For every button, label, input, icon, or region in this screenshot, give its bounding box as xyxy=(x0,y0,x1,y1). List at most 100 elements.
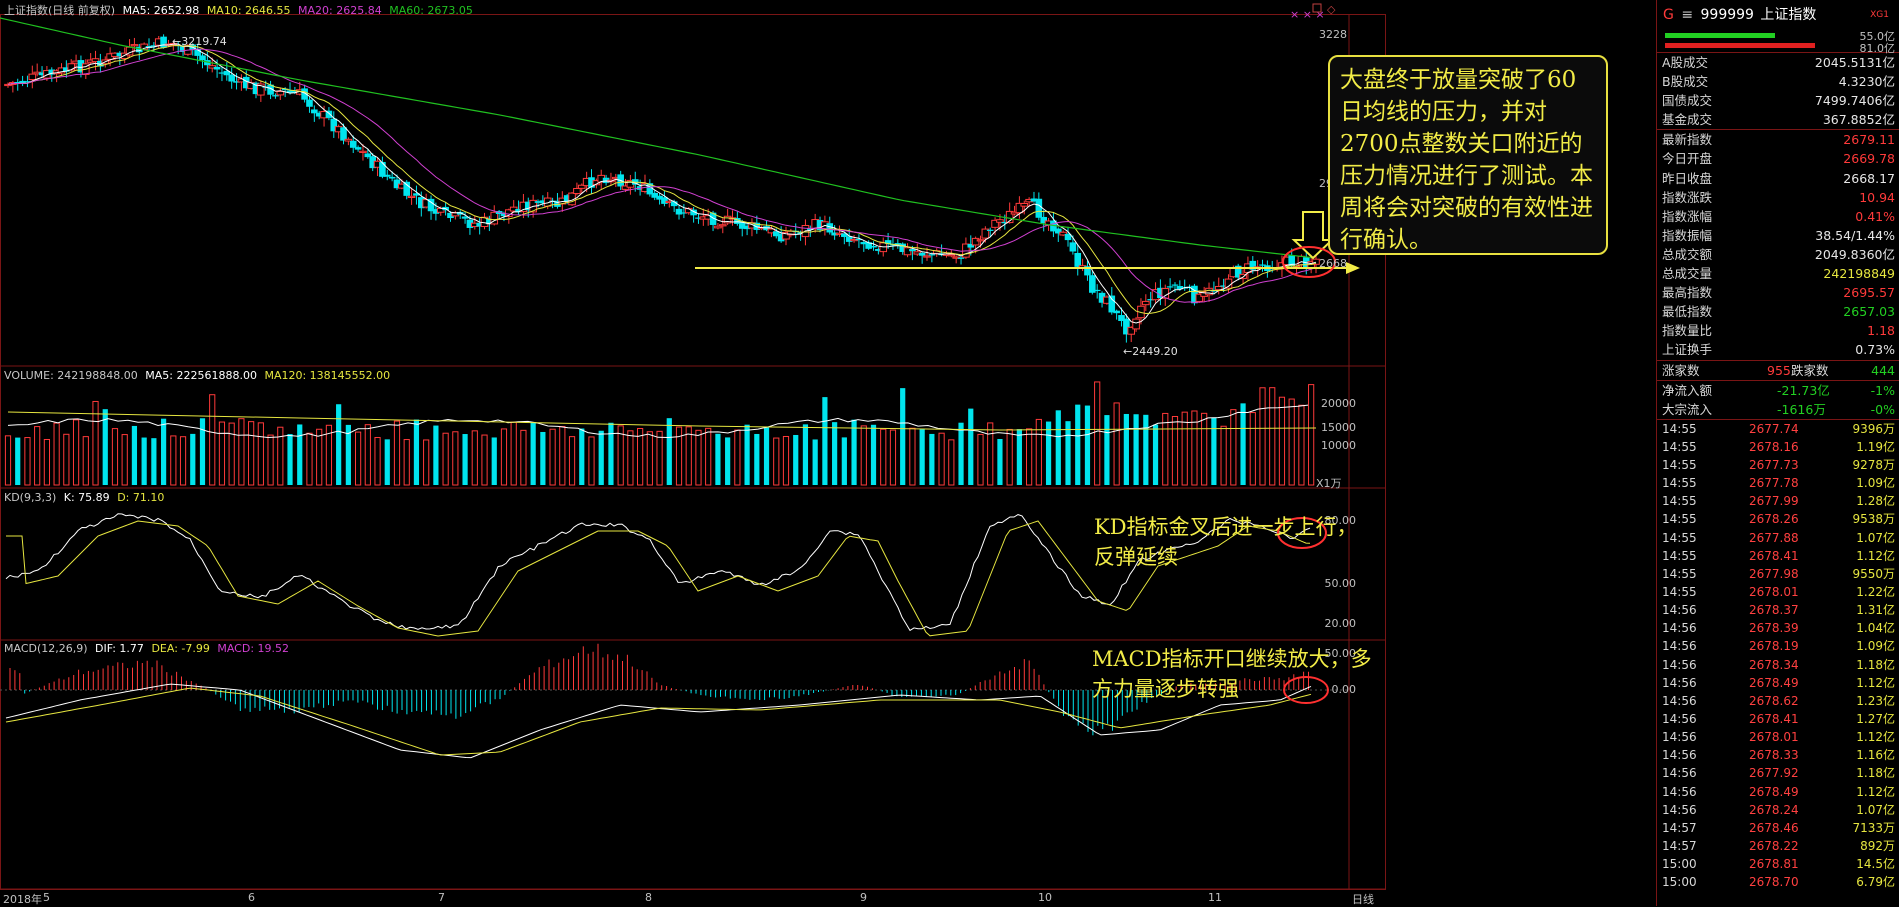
chart-area[interactable]: × × × ◇ 上证指数(日线 前复权) MA5: 2652.98 MA10: 2… xyxy=(0,0,1652,906)
volume-bar xyxy=(151,438,157,485)
tick-list[interactable]: 14:55 2677.74 9396万 14:55 2678.16 1.19亿 14:55 2… xyxy=(1657,420,1899,892)
volume-bar xyxy=(540,431,546,485)
volume-bar xyxy=(900,388,906,485)
volume-bar xyxy=(287,434,293,485)
macd-tick-0: 0.00 xyxy=(1331,683,1357,696)
tick-time: 14:56 xyxy=(1662,730,1697,745)
volume-bar xyxy=(1220,425,1227,486)
volume-bar xyxy=(977,433,984,486)
volume-bar xyxy=(462,434,468,485)
candle-body xyxy=(860,242,868,245)
candle-body xyxy=(661,197,668,204)
tick-row: 14:56 2678.34 1.18亿 xyxy=(1657,656,1899,674)
kline-chart[interactable]: × × × ◇ xyxy=(0,0,1652,906)
tick-row: 14:56 2678.33 1.16亿 xyxy=(1657,746,1899,764)
tick-row: 14:56 2678.49 1.12亿 xyxy=(1657,783,1899,801)
down-count: 444 xyxy=(1871,362,1895,378)
candle-body xyxy=(379,161,386,177)
candle-body xyxy=(1312,258,1320,265)
candle-body xyxy=(267,84,274,95)
volume-bar xyxy=(1308,384,1315,486)
volume-bar xyxy=(559,425,566,486)
volume-bar xyxy=(754,433,760,485)
volume-bar xyxy=(481,434,488,486)
candle-body xyxy=(130,44,139,47)
candle-body xyxy=(1132,318,1140,330)
volume-bar xyxy=(403,439,410,486)
kd-highlight-circle xyxy=(1277,517,1327,549)
volume-bar xyxy=(860,425,867,486)
candle-body xyxy=(281,88,289,91)
period-label[interactable]: 日线 xyxy=(1352,893,1374,906)
volume-bar xyxy=(763,426,770,485)
candle-body xyxy=(286,90,294,93)
volume-bar xyxy=(1171,415,1179,486)
flow-list: 净流入额 -21.73亿 -1% 大宗流入 -1616万 -0% xyxy=(1657,381,1899,419)
volume-bar xyxy=(316,428,323,486)
volume-bar xyxy=(1278,396,1286,486)
candle-body xyxy=(24,81,31,83)
volume-bar xyxy=(218,421,226,486)
volume-bar xyxy=(1288,398,1295,486)
volume-bar xyxy=(374,436,381,486)
macd-tick-50: 50.00 xyxy=(1324,647,1357,660)
tick-price: 2678.01 xyxy=(1749,585,1799,600)
volume-bar xyxy=(1113,402,1120,486)
stat-row: 昨日收盘 2668.17 xyxy=(1657,169,1899,188)
candle-body xyxy=(967,243,975,248)
buy-amount: 55.0亿 xyxy=(1859,30,1896,43)
stat-value: 367.8852亿 xyxy=(1822,112,1895,128)
volume-bar xyxy=(1191,410,1198,486)
toolbar-marks: × × × xyxy=(1290,8,1325,21)
tick-time: 15:00 xyxy=(1662,857,1697,872)
volume-bar xyxy=(646,431,653,486)
volume-bar xyxy=(1016,429,1022,485)
macd-label: MACD(12,26,9) xyxy=(4,642,88,655)
candle-body xyxy=(116,52,124,57)
tick-row: 14:55 2678.16 1.19亿 xyxy=(1657,438,1899,456)
tick-row: 14:56 2678.39 1.04亿 xyxy=(1657,619,1899,637)
candle-body xyxy=(782,231,790,240)
tick-price: 2677.73 xyxy=(1749,458,1799,473)
tick-volume: 9538万 xyxy=(1852,512,1895,527)
candle-body xyxy=(723,215,732,224)
tick-volume: 1.12亿 xyxy=(1856,784,1895,799)
ma60-value: MA60: 2673.05 xyxy=(389,4,473,17)
candle-body xyxy=(233,81,240,83)
volume-ma5-line xyxy=(7,404,1309,439)
candle-body xyxy=(500,212,508,217)
candle-body xyxy=(315,112,323,117)
candle-body xyxy=(986,229,994,231)
volume-bar xyxy=(179,436,187,486)
tick-time: 14:55 xyxy=(1662,476,1697,491)
volume-bar xyxy=(111,428,119,486)
flow-amount: -1616万 xyxy=(1777,401,1826,417)
up-count: 955 xyxy=(1767,362,1791,378)
volume-bar xyxy=(170,435,177,486)
volume-bar xyxy=(812,439,818,485)
tick-row: 14:56 2678.24 1.07亿 xyxy=(1657,801,1899,819)
tick-row: 15:00 2678.70 6.79亿 xyxy=(1657,873,1899,891)
stat-row: 最低指数 2657.03 xyxy=(1657,302,1899,321)
volume-bar xyxy=(1143,414,1149,485)
stat-label: 昨日收盘 xyxy=(1662,170,1713,186)
flow-label: 净流入额 xyxy=(1662,382,1713,398)
tick-volume: 1.12亿 xyxy=(1856,730,1895,745)
candle-body xyxy=(826,223,834,233)
stat-row: 基金成交 367.8852亿 xyxy=(1657,110,1899,129)
tick-price: 2678.22 xyxy=(1749,839,1799,854)
tick-price: 2677.78 xyxy=(1749,476,1799,491)
tick-price: 2678.01 xyxy=(1749,730,1799,745)
candle-body xyxy=(1166,286,1174,288)
candle-body xyxy=(1127,326,1136,335)
buy-sell-bars: 55.0亿 81.0亿 xyxy=(1657,30,1899,55)
menu-icon[interactable]: ≡ xyxy=(1681,7,1694,23)
volume-bar xyxy=(423,439,430,486)
breakout-highlight-circle xyxy=(1282,246,1336,278)
main-header: 上证指数(日线 前复权) MA5: 2652.98 MA10: 2646.55 … xyxy=(4,2,473,18)
candle-body xyxy=(734,218,741,224)
tick-price: 2678.62 xyxy=(1749,693,1799,708)
macd-dea: DEA: -7.99 xyxy=(151,642,210,655)
tick-time: 14:56 xyxy=(1662,603,1697,618)
tick-volume: 1.18亿 xyxy=(1856,766,1895,781)
